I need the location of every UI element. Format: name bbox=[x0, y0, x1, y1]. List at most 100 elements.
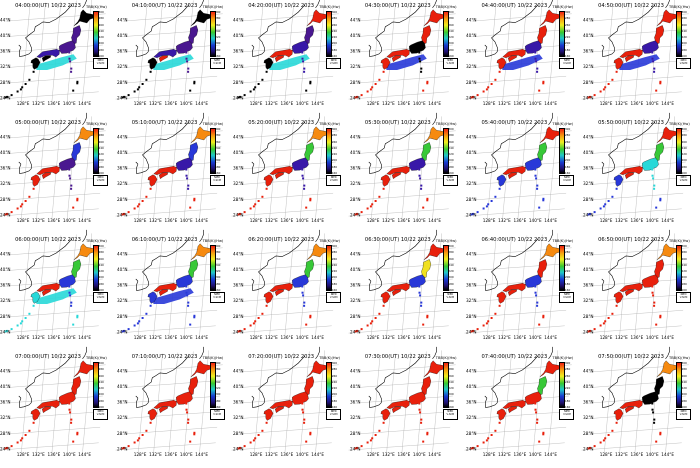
coastline bbox=[135, 4, 189, 57]
latitude-label: 44°N bbox=[0, 17, 11, 22]
colorbar-tick-label: 260 bbox=[564, 139, 571, 144]
island-marker bbox=[185, 291, 188, 294]
graticule-latitude-line bbox=[115, 442, 216, 451]
latitude-label: 36°N bbox=[117, 283, 128, 288]
island-marker bbox=[490, 200, 493, 202]
map-panel: 04:00:00(UT) 10/22 2023 44°N 40°N 36°N 32°N 2… bbox=[0, 0, 117, 117]
island-marker bbox=[185, 411, 188, 414]
island-marker bbox=[239, 329, 242, 332]
longitude-label: 144°E bbox=[661, 335, 674, 340]
longitude-label: 140°E bbox=[413, 335, 426, 340]
latitude-label: 40°N bbox=[117, 384, 128, 389]
japan-region bbox=[386, 166, 410, 175]
latitude-label: 44°N bbox=[583, 251, 594, 256]
colorbar-tick-label: 180 bbox=[98, 281, 104, 286]
japan-region bbox=[59, 391, 76, 405]
colorbar-tick-label: 180 bbox=[564, 281, 571, 286]
latitude-label: 28°N bbox=[117, 197, 128, 202]
island-marker bbox=[369, 322, 372, 325]
graticule-longitude-line bbox=[137, 237, 147, 340]
longitude-label: 136°E bbox=[631, 335, 644, 340]
longitude-label: 140°E bbox=[646, 335, 659, 340]
longitude-label: 128°E bbox=[17, 218, 30, 223]
coastline bbox=[665, 112, 670, 125]
latitude-label: 24°N bbox=[233, 212, 244, 217]
island-marker bbox=[366, 441, 369, 444]
latitude-label: 44°N bbox=[233, 17, 244, 22]
longitude-label: 144°E bbox=[311, 452, 324, 457]
colorbar-tick-label: 280 bbox=[215, 133, 221, 138]
legend-line: V-SCM bbox=[213, 413, 221, 416]
colorbar-tick-label: 200 bbox=[448, 41, 454, 46]
longitude-label: 140°E bbox=[63, 335, 76, 340]
latitude-label: 40°N bbox=[583, 33, 594, 38]
colorbar bbox=[676, 245, 682, 291]
longitude-label: 144°E bbox=[195, 101, 208, 106]
japan-region bbox=[187, 142, 198, 161]
longitude-label: 136°E bbox=[281, 452, 294, 457]
japan-region bbox=[380, 408, 391, 421]
coastline bbox=[18, 121, 73, 174]
island-marker bbox=[186, 421, 189, 424]
longitude-label: 128°E bbox=[250, 218, 263, 223]
island-marker bbox=[593, 445, 596, 448]
longitude-label: 128°E bbox=[366, 335, 379, 340]
colorbar-tick-label: 180 bbox=[448, 398, 454, 403]
latitude-label: 44°N bbox=[233, 134, 244, 139]
latitude-label: 28°N bbox=[350, 314, 361, 319]
legend-line: V-SCM bbox=[446, 413, 455, 416]
island-marker bbox=[137, 203, 140, 206]
map-panel: 05:30:00(UT) 10/22 2023 44°N 40°N 36°N 32°N 2… bbox=[348, 112, 467, 234]
colorbar-tick-label: 180 bbox=[448, 281, 454, 286]
island-marker bbox=[24, 200, 27, 202]
island-marker bbox=[121, 96, 124, 99]
island-marker bbox=[599, 441, 602, 444]
island-marker bbox=[534, 408, 537, 411]
island-marker bbox=[382, 187, 385, 190]
island-marker bbox=[122, 212, 125, 215]
island-marker bbox=[70, 187, 73, 190]
colorbar-tick-label: 200 bbox=[215, 158, 221, 163]
island-marker bbox=[426, 316, 429, 319]
island-marker bbox=[421, 323, 424, 326]
island-marker bbox=[421, 89, 424, 92]
graticule-latitude-line bbox=[0, 76, 101, 84]
island-marker bbox=[369, 439, 372, 442]
legend-line: NIED bbox=[680, 59, 687, 62]
colorbar-tick-label: 260 bbox=[215, 139, 221, 144]
colorbar bbox=[676, 362, 682, 408]
island-marker bbox=[420, 418, 423, 421]
graticule-latitude-line bbox=[470, 29, 571, 37]
colorbar-tick-label: 220 bbox=[681, 386, 687, 391]
latitude-label: 32°N bbox=[233, 181, 244, 186]
island-marker bbox=[301, 51, 304, 54]
colorbar-tick-label: 300 bbox=[448, 361, 454, 365]
latitude-label: 32°N bbox=[466, 298, 477, 303]
graticule-latitude-line bbox=[587, 380, 688, 388]
latitude-label: 24°N bbox=[233, 446, 244, 451]
colorbar-tick-label: 240 bbox=[331, 28, 338, 33]
japan-region bbox=[187, 25, 198, 44]
colorbar bbox=[676, 11, 682, 57]
island-marker bbox=[354, 213, 357, 216]
island-marker bbox=[141, 317, 144, 319]
japan-region bbox=[275, 289, 285, 297]
coastline bbox=[548, 229, 554, 242]
panel-title: 04:50:00(UT) 10/22 2023 bbox=[598, 3, 664, 9]
graticule-latitude-line bbox=[470, 263, 571, 271]
colorbar-tick-label: 160 bbox=[215, 288, 221, 292]
latitude-label: 40°N bbox=[233, 384, 244, 389]
japan-region bbox=[497, 291, 507, 304]
longitude-label: 140°E bbox=[63, 452, 76, 457]
island-marker bbox=[534, 51, 537, 54]
graticule-latitude-line bbox=[581, 91, 682, 100]
coastline bbox=[251, 4, 306, 57]
latitude-label: 32°N bbox=[583, 64, 594, 69]
latitude-label: 36°N bbox=[350, 400, 361, 405]
island-marker bbox=[470, 330, 473, 333]
island-marker bbox=[659, 431, 662, 434]
graticule-longitude-line bbox=[650, 117, 660, 219]
longitude-label: 144°E bbox=[311, 218, 324, 223]
